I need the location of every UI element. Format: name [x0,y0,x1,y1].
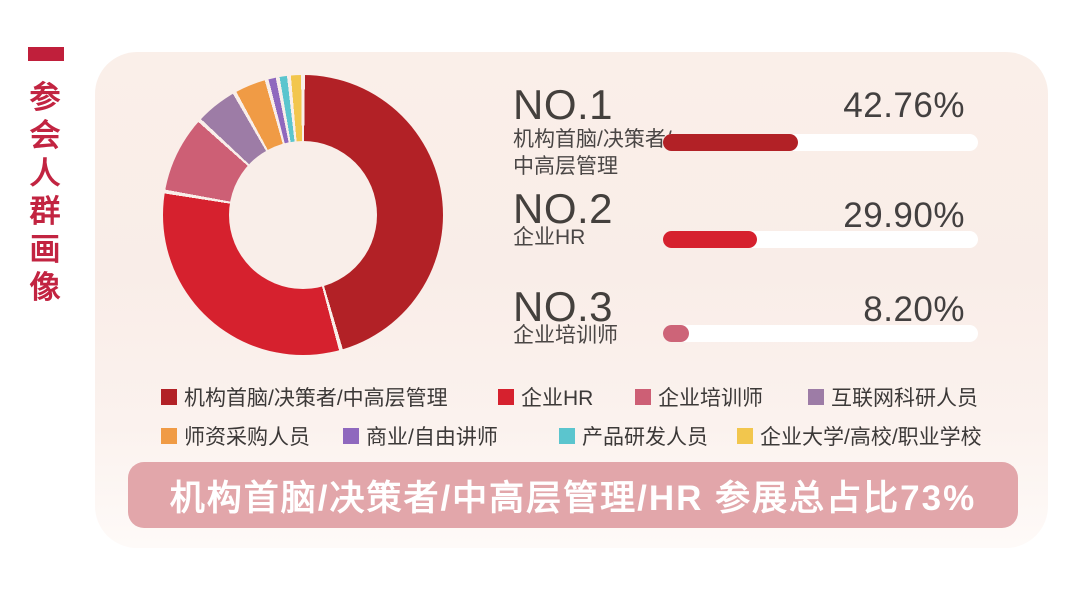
legend-item: 机构首脑/决策者/中高层管理 [161,382,448,412]
progress-bar-fill [663,134,798,151]
progress-bar-track [663,231,978,248]
title-accent-block [28,47,64,61]
legend-item: 企业HR [498,382,593,412]
legend-label: 机构首脑/决策者/中高层管理 [184,387,448,410]
page-title-char: 像 [29,270,61,305]
rank-category-label: 机构首脑/决策者/ 中高层管理 [513,126,672,180]
rank-category-label: 企业培训师 [513,322,618,349]
legend-label: 产品研发人员 [582,426,708,449]
summary-banner-text: 机构首脑/决策者/中高层管理/HR 参展总占比73% [169,478,977,518]
donut-hole [229,141,377,289]
rank-category-line: 机构首脑/决策者/ [513,128,672,151]
infographic-card: NO.1 机构首脑/决策者/ 中高层管理 42.76% NO.2 企业HR 29… [95,52,1048,548]
donut-chart [163,75,443,355]
rank-category-line: 中高层管理 [513,155,618,178]
rank-number: NO.2 [513,185,614,232]
legend-swatch [559,428,575,444]
legend-item: 产品研发人员 [559,421,708,451]
progress-bar-track [663,134,978,151]
legend-swatch [498,389,514,405]
legend-label: 商业/自由讲师 [366,426,498,449]
legend-item: 互联网科研人员 [808,382,978,412]
legend-label: 企业培训师 [658,387,763,410]
legend-label: 师资采购人员 [184,426,310,449]
legend-swatch [343,428,359,444]
page-title-char: 会 [29,118,61,153]
legend-swatch [161,389,177,405]
page-title-char: 参 [29,80,61,115]
rank-percentage: 8.20% [863,290,965,329]
legend-swatch [635,389,651,405]
legend-item: 师资采购人员 [161,421,310,451]
rank-category-line: 企业培训师 [513,324,618,347]
page-title-char: 人 [29,156,61,191]
progress-bar-fill [663,231,758,248]
rank-percentage: 42.76% [843,86,965,125]
legend-swatch [161,428,177,444]
legend-label: 互联网科研人员 [831,387,978,410]
legend-label: 企业HR [521,387,594,410]
legend-label: 企业大学/高校/职业学校 [760,426,982,449]
page-title-char: 群 [29,194,61,229]
progress-bar-fill [663,325,689,342]
rank-category-label: 企业HR [513,224,585,251]
summary-banner: 机构首脑/决策者/中高层管理/HR 参展总占比73% [128,462,1018,528]
progress-bar-track [663,325,978,342]
rank-number: NO.1 [513,81,614,128]
page-title: 参会人群画像 [27,82,63,303]
rank-percentage: 29.90% [843,196,965,235]
legend-item: 企业培训师 [635,382,763,412]
page-title-char: 画 [29,232,61,267]
legend-item: 商业/自由讲师 [343,421,498,451]
legend-item: 企业大学/高校/职业学校 [737,421,982,451]
rank-number: NO.3 [513,283,614,330]
rank-category-line: 企业HR [513,226,586,249]
legend-swatch [808,389,824,405]
legend-swatch [737,428,753,444]
